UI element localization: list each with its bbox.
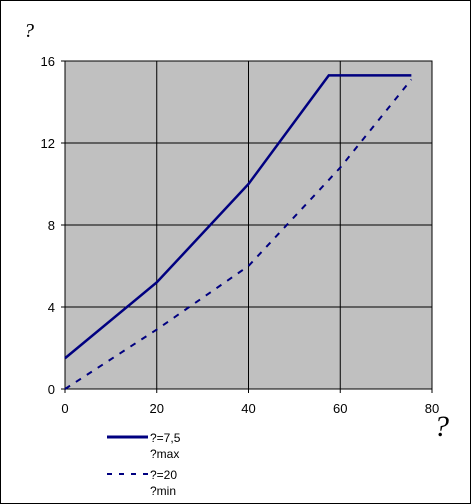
legend-sublabel-2: ?min — [150, 484, 176, 498]
tick-labels: 0 20 40 60 80 0 4 8 12 16 — [41, 54, 440, 416]
axes — [61, 60, 433, 393]
x-axis-label: ? — [434, 410, 449, 443]
legend-label-2: ?=20 — [150, 468, 177, 482]
series-group — [64, 74, 413, 390]
legend: ?=7,5 ?max ?=20 ?min — [107, 431, 181, 498]
legend-label-1: ?=7,5 — [150, 431, 181, 445]
y-tick-label: 0 — [48, 382, 55, 397]
x-tick-label: 80 — [425, 401, 439, 416]
y-tick-label: 16 — [41, 54, 55, 69]
x-tick-label: 0 — [61, 401, 68, 416]
x-tick-label: 60 — [333, 401, 347, 416]
y-tick-label: 12 — [41, 136, 55, 151]
x-tick-label: 40 — [241, 401, 255, 416]
x-tick-label: 20 — [150, 401, 164, 416]
legend-sublabel-1: ?max — [150, 447, 179, 461]
y-axis-label: ? — [24, 20, 34, 42]
series-line-1 — [64, 74, 412, 360]
y-tick-label: 4 — [48, 300, 55, 315]
series-line-2 — [64, 78, 413, 390]
y-tick-label: 8 — [48, 218, 55, 233]
